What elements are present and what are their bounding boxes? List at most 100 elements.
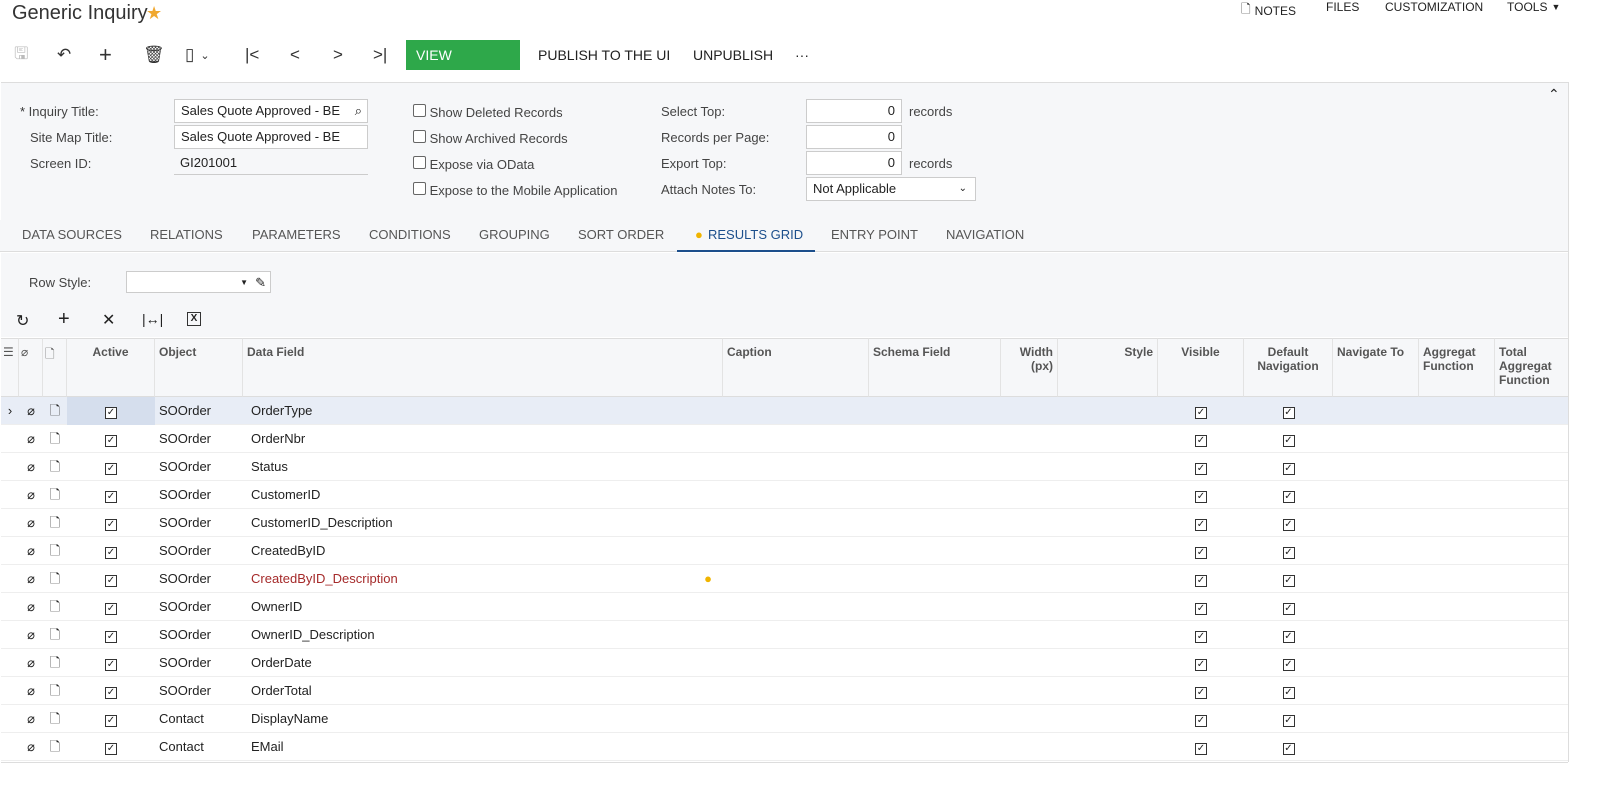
column-header[interactable]: Aggregat Function: [1419, 338, 1495, 397]
checkbox-checked[interactable]: ✓: [1195, 715, 1207, 727]
object-cell[interactable]: SOOrder: [159, 627, 212, 642]
select-top-input[interactable]: 0: [806, 99, 902, 123]
default-navigation-cell[interactable]: ✓: [1244, 481, 1333, 509]
column-header[interactable]: Caption: [723, 338, 869, 397]
object-cell[interactable]: SOOrder: [159, 683, 212, 698]
files-button[interactable]: FILES: [1326, 0, 1360, 14]
data-field-cell[interactable]: CreatedByID_Description: [251, 571, 398, 586]
column-header[interactable]: Active: [67, 338, 155, 397]
checkbox-checked[interactable]: ✓: [1195, 435, 1207, 447]
tab-results-grid[interactable]: ● RESULTS GRID: [677, 227, 815, 252]
checkbox-checked[interactable]: ✓: [105, 631, 117, 643]
object-cell[interactable]: SOOrder: [159, 543, 212, 558]
row-selector-icon[interactable]: [3, 565, 17, 593]
row-selector-icon[interactable]: [3, 537, 17, 565]
attachment-icon[interactable]: ⌀: [27, 487, 35, 502]
checkbox-checked[interactable]: ✓: [1282, 547, 1295, 559]
default-navigation-cell[interactable]: ✓: [1244, 649, 1333, 677]
attachment-icon[interactable]: ⌀: [27, 403, 35, 418]
attachment-icon[interactable]: ⌀: [27, 459, 35, 474]
edit-pencil-icon[interactable]: ✎: [255, 275, 266, 290]
checkbox-checked[interactable]: ✓: [1195, 687, 1207, 699]
more-button[interactable]: ···: [795, 47, 809, 63]
active-cell[interactable]: ✓: [67, 481, 155, 509]
default-navigation-cell[interactable]: ✓: [1244, 537, 1333, 565]
note-icon[interactable]: 🗋: [49, 683, 61, 698]
active-cell[interactable]: ✓: [67, 537, 155, 565]
checkbox-checked[interactable]: ✓: [1282, 575, 1295, 587]
table-row[interactable]: ⌀ 🗋 ✓ SOOrder OrderNbr ✓ ✓: [1, 425, 1568, 453]
checkbox-checked[interactable]: ✓: [105, 463, 117, 475]
unpublish-button[interactable]: UNPUBLISH: [693, 47, 774, 63]
delete-row-icon[interactable]: ✕: [102, 312, 116, 329]
table-row[interactable]: ⌀ 🗋 ✓ Contact DisplayName ✓ ✓: [1, 705, 1568, 733]
checkbox-checked[interactable]: ✓: [1282, 435, 1295, 447]
checkbox-checked[interactable]: ✓: [105, 491, 117, 503]
attachment-icon[interactable]: ⌀: [27, 543, 35, 558]
checkbox-checked[interactable]: ✓: [1195, 603, 1207, 615]
visible-cell[interactable]: ✓: [1158, 509, 1244, 537]
visible-cell[interactable]: ✓: [1158, 733, 1244, 761]
search-icon[interactable]: ⌕: [354, 103, 362, 118]
tab-sort-order[interactable]: SORT ORDER: [578, 227, 665, 242]
row-selector-icon[interactable]: [3, 621, 17, 649]
data-field-cell[interactable]: CustomerID: [251, 487, 321, 502]
object-cell[interactable]: SOOrder: [159, 403, 212, 418]
delete-icon[interactable]: 🗑: [143, 45, 165, 64]
row-style-select[interactable]: ▼ ✎: [126, 271, 271, 293]
tab-grouping[interactable]: GROUPING: [479, 227, 550, 242]
column-header[interactable]: Navigate To: [1333, 338, 1419, 397]
active-cell[interactable]: ✓: [67, 565, 155, 593]
checkbox-checked[interactable]: ✓: [105, 547, 117, 559]
table-row[interactable]: ⌀ 🗋 ✓ SOOrder Status ✓ ✓: [1, 453, 1568, 481]
note-icon[interactable]: 🗋: [49, 571, 61, 586]
checkbox-checked[interactable]: ✓: [1282, 603, 1295, 615]
column-header[interactable]: Schema Field: [869, 338, 1001, 397]
object-cell[interactable]: Contact: [159, 739, 204, 754]
checkbox-checked[interactable]: ✓: [105, 659, 117, 671]
previous-record-icon[interactable]: <: [290, 45, 300, 64]
checkbox-checked[interactable]: ✓: [1282, 687, 1295, 699]
column-header[interactable]: Total Aggregat Function: [1495, 338, 1569, 397]
column-header[interactable]: Default Navigation: [1244, 338, 1333, 397]
checkbox-checked[interactable]: ✓: [105, 575, 117, 587]
table-row[interactable]: ⌀ 🗋 ✓ SOOrder OwnerID_Description ✓ ✓: [1, 621, 1568, 649]
table-row[interactable]: ⌀ 🗋 ✓ SOOrder OrderTotal ✓ ✓: [1, 677, 1568, 705]
table-row[interactable]: ⌀ 🗋 ✓ SOOrder OrderDate ✓ ✓: [1, 649, 1568, 677]
active-cell[interactable]: ✓: [67, 705, 155, 733]
attachment-icon[interactable]: ⌀: [27, 599, 35, 614]
default-navigation-cell[interactable]: ✓: [1244, 677, 1333, 705]
active-cell[interactable]: ✓: [67, 649, 155, 677]
tab-navigation[interactable]: NAVIGATION: [946, 227, 1025, 242]
export-top-input[interactable]: 0: [806, 151, 902, 175]
data-field-cell[interactable]: OrderNbr: [251, 431, 306, 446]
tab-entry-point[interactable]: ENTRY POINT: [831, 227, 918, 242]
default-navigation-cell[interactable]: ✓: [1244, 509, 1333, 537]
note-icon[interactable]: 🗋: [43, 338, 67, 397]
customization-button[interactable]: CUSTOMIZATION: [1385, 0, 1484, 14]
view-inquiry-button[interactable]: VIEW INQUIRY: [406, 40, 520, 93]
visible-cell[interactable]: ✓: [1158, 537, 1244, 565]
checkbox-checked[interactable]: ✓: [1282, 519, 1295, 531]
tab-parameters[interactable]: PARAMETERS: [252, 227, 341, 242]
default-navigation-cell[interactable]: ✓: [1244, 397, 1333, 425]
active-cell[interactable]: ✓: [67, 621, 155, 649]
data-field-cell[interactable]: DisplayName: [251, 711, 329, 726]
visible-cell[interactable]: ✓: [1158, 481, 1244, 509]
undo-icon[interactable]: ↶: [57, 45, 72, 64]
attachment-icon[interactable]: ⌀: [27, 571, 35, 586]
checkbox-checked[interactable]: ✓: [105, 407, 117, 419]
expose-mobile-checkbox[interactable]: Expose to the Mobile Application: [413, 182, 618, 198]
checkbox-checked[interactable]: ✓: [1195, 743, 1207, 755]
data-field-cell[interactable]: Status: [251, 459, 288, 474]
row-selector-icon[interactable]: [3, 481, 17, 509]
default-navigation-cell[interactable]: ✓: [1244, 565, 1333, 593]
object-cell[interactable]: Contact: [159, 711, 204, 726]
tools-menu[interactable]: TOOLS ▼: [1507, 0, 1560, 14]
refresh-icon[interactable]: ↻: [16, 313, 30, 330]
attachment-icon[interactable]: ⌀: [27, 515, 35, 530]
data-field-cell[interactable]: OrderDate: [251, 655, 312, 670]
last-record-icon[interactable]: >|: [373, 45, 388, 64]
checkbox-checked[interactable]: ✓: [1195, 519, 1207, 531]
data-field-cell[interactable]: OwnerID_Description: [251, 627, 375, 642]
